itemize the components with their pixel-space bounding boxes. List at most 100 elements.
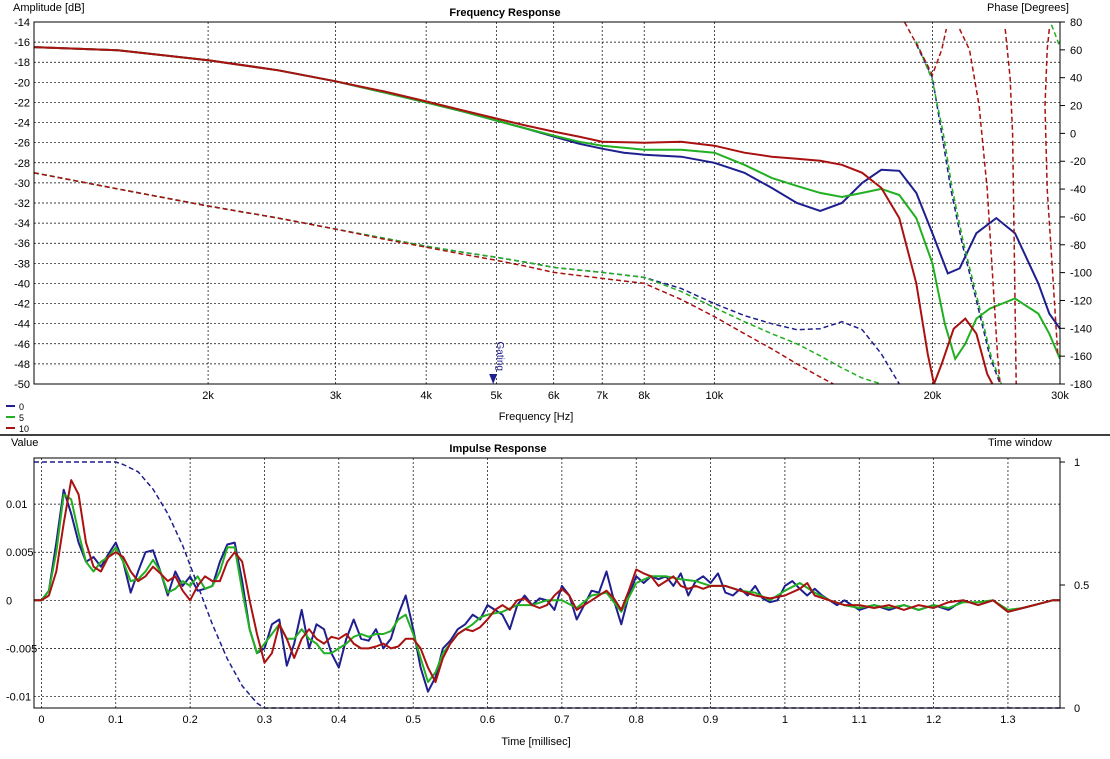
fr-y-tick-label: -40 <box>14 278 30 290</box>
fr-series <box>34 22 1060 384</box>
fr-y-right-tick-label: 80 <box>1070 17 1082 29</box>
ir-x-tick-label: 1.1 <box>852 714 867 726</box>
ir-x-tick-label: 0.3 <box>257 714 272 726</box>
fr-y-tick-label: -44 <box>14 319 30 331</box>
ir-x-tick-label: 0.7 <box>554 714 569 726</box>
fr-y-tick-label: -46 <box>14 339 30 351</box>
ir-y-tick-label: 0.005 <box>6 547 34 559</box>
fr-y-right-tick-label: 0 <box>1070 128 1076 140</box>
fr-y-tick-label: -50 <box>14 379 30 391</box>
frequency-response-panel: Amplitude [dB] Frequency Response Phase … <box>13 2 1092 423</box>
fr-series-line-10 <box>34 46 994 384</box>
fr-y-right-tick-label: -140 <box>1070 323 1092 335</box>
fr-y-right-tick-label: 20 <box>1070 101 1082 113</box>
ir-grid <box>34 458 1060 708</box>
legend-label: 0 <box>19 402 24 412</box>
ir-plot-frame <box>33 457 1061 709</box>
ir-y-right-tick-label: 0 <box>1074 703 1080 715</box>
fr-y-tick-label: -30 <box>14 178 30 190</box>
ir-x-tick-label: 0.5 <box>406 714 421 726</box>
fr-y-tick-label: -42 <box>14 299 30 311</box>
fr-x-tick-label: 30k <box>1051 390 1069 402</box>
ir-series-line-0 <box>34 488 1060 693</box>
fr-x-tick-label: 20k <box>924 390 942 402</box>
ir-x-tick-label: 1.2 <box>926 714 941 726</box>
ir-x-axis-label: Time [millisec] <box>501 736 570 748</box>
fr-x-axis-label: Frequency [Hz] <box>499 411 574 423</box>
legend-label: 10 <box>19 424 29 434</box>
fr-x-tick-label: 10k <box>706 390 724 402</box>
fr-series-line-10 <box>903 22 948 77</box>
fr-y-right-tick-label: -20 <box>1070 156 1086 168</box>
ir-y-axis-right-label: Time window <box>988 437 1052 449</box>
ir-y-axis-label: Value <box>11 437 38 449</box>
fr-y-tick-label: -32 <box>14 198 30 210</box>
ir-series-line-time-window <box>34 461 1060 709</box>
fr-y-tick-label: -36 <box>14 238 30 250</box>
fr-x-tick-label: 8k <box>638 390 650 402</box>
ir-y-right-tick-label: 1 <box>1074 457 1080 469</box>
ir-x-tick-label: 0.2 <box>182 714 197 726</box>
ir-x-tick-label: 0.1 <box>108 714 123 726</box>
fr-y-tick-label: -26 <box>14 138 30 150</box>
impulse-response-panel: Value Impulse Response Time window Time … <box>6 437 1089 748</box>
fr-series-line-5 <box>34 172 882 384</box>
ir-x-tick-label: 1.3 <box>1000 714 1015 726</box>
fr-x-tick-label: 7k <box>596 390 608 402</box>
fr-x-tick-label: 3k <box>330 390 342 402</box>
fr-series-line-0 <box>34 172 900 384</box>
ir-y-tick-label: -0.005 <box>6 643 37 655</box>
ir-y-right-tick-label: 0.5 <box>1074 580 1089 592</box>
fr-series-line-5 <box>915 41 1003 384</box>
gating-marker-label: Gating <box>494 342 505 371</box>
ir-y-tick-label: 0 <box>6 595 12 607</box>
fr-y-right-tick-label: -60 <box>1070 212 1086 224</box>
fr-y-axis-label: Amplitude [dB] <box>13 2 85 14</box>
ir-series-line-5 <box>34 493 1060 683</box>
fr-y-right-tick-label: 60 <box>1070 45 1082 57</box>
fr-y-tick-label: -34 <box>14 218 30 230</box>
ir-x-tick-label: 0.6 <box>480 714 495 726</box>
fr-x-tick-label: 6k <box>548 390 560 402</box>
fr-ticks: -14 -16 -18 -20 -22 -24 -26 -28 -30 -32 -34 -36 -38 -… <box>14 17 1092 402</box>
fr-y-right-tick-label: -160 <box>1070 351 1092 363</box>
fr-y-right-tick-label: -180 <box>1070 379 1092 391</box>
fr-y-right-tick-label: -40 <box>1070 184 1086 196</box>
ir-series <box>34 461 1060 709</box>
fr-series-line-10 <box>1004 28 1017 384</box>
fr-y-tick-label: -20 <box>14 77 30 89</box>
fr-plot-frame <box>33 21 1061 385</box>
fr-series-line-10 <box>34 172 834 384</box>
ir-x-tick-label: 1 <box>782 714 788 726</box>
fr-x-tick-label: 2k <box>202 390 214 402</box>
fr-y-right-tick-label: 40 <box>1070 73 1082 85</box>
fr-series-line-0 <box>915 43 1001 384</box>
fr-y-tick-label: -14 <box>14 17 30 29</box>
fr-title: Frequency Response <box>449 7 560 19</box>
fr-series-line-10 <box>958 28 1001 384</box>
ir-x-tick-label: 0.4 <box>331 714 346 726</box>
ir-ticks: 0.01 0.005 0 -0.005 -0.01 1 0.5 0 0 0.1 0.2 0.3 0.4 0… <box>6 457 1089 726</box>
fr-y-tick-label: -48 <box>14 359 30 371</box>
ir-series-line-10 <box>34 479 1060 683</box>
legend-label: 5 <box>19 413 24 423</box>
fr-x-tick-label: 5k <box>491 390 503 402</box>
gating-marker[interactable]: Gating <box>489 342 505 384</box>
fr-y-tick-label: -38 <box>14 258 30 270</box>
fr-y-right-tick-label: -100 <box>1070 268 1092 280</box>
ir-x-tick-label: 0.9 <box>703 714 718 726</box>
fr-y-tick-label: -18 <box>14 57 30 69</box>
fr-y-tick-label: -28 <box>14 158 30 170</box>
gating-marker-arrow <box>489 374 498 384</box>
fr-y-tick-label: -22 <box>14 97 30 109</box>
fr-series-line-5 <box>1050 24 1060 48</box>
fr-x-tick-label: 4k <box>420 390 432 402</box>
ir-x-tick-label: 0 <box>38 714 44 726</box>
ir-title: Impulse Response <box>449 443 546 455</box>
fr-y-tick-label: -16 <box>14 37 30 49</box>
fr-y-tick-label: -24 <box>14 118 30 130</box>
fr-y-right-tick-label: -80 <box>1070 240 1086 252</box>
ir-y-tick-label: -0.01 <box>6 691 31 703</box>
